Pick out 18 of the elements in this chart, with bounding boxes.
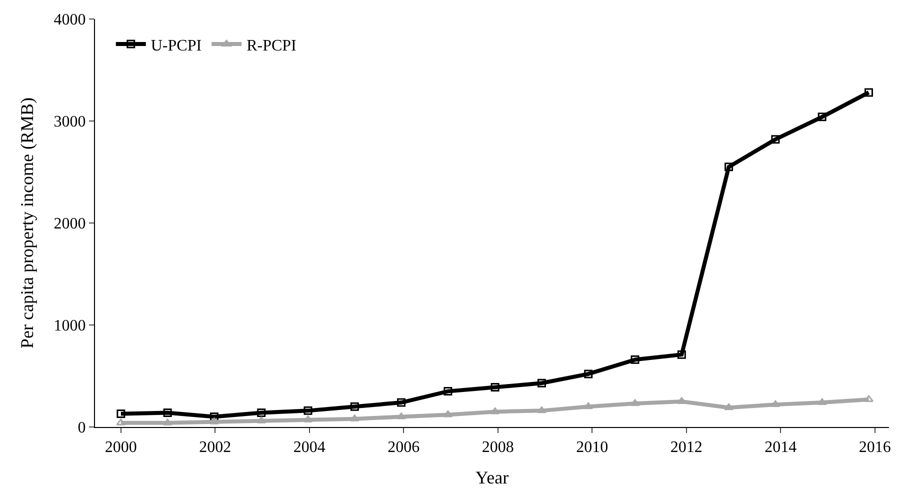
- x-tick-label: 2010: [576, 439, 608, 456]
- y-tick-label: 1000: [54, 318, 86, 335]
- legend-label: U-PCPI: [150, 37, 202, 54]
- x-tick-label: 2008: [482, 439, 514, 456]
- y-tick-label: 3000: [54, 114, 86, 131]
- x-tick-label: 2004: [293, 439, 326, 456]
- y-axis-title: Per capita property income (RMB): [17, 98, 37, 348]
- y-tick-label: 2000: [54, 216, 86, 233]
- y-tick-label: 4000: [54, 12, 86, 29]
- y-tick-label: 0: [78, 420, 86, 437]
- x-tick-label: 2002: [199, 439, 232, 456]
- x-tick-label: 2006: [388, 439, 420, 456]
- x-tick-label: 2016: [858, 439, 891, 456]
- x-tick-label: 2012: [670, 439, 702, 456]
- x-tick-label: 2000: [104, 439, 137, 456]
- legend-label: R-PCPI: [246, 37, 296, 54]
- x-tick-label: 2014: [764, 439, 797, 456]
- x-axis-title: Year: [475, 467, 509, 488]
